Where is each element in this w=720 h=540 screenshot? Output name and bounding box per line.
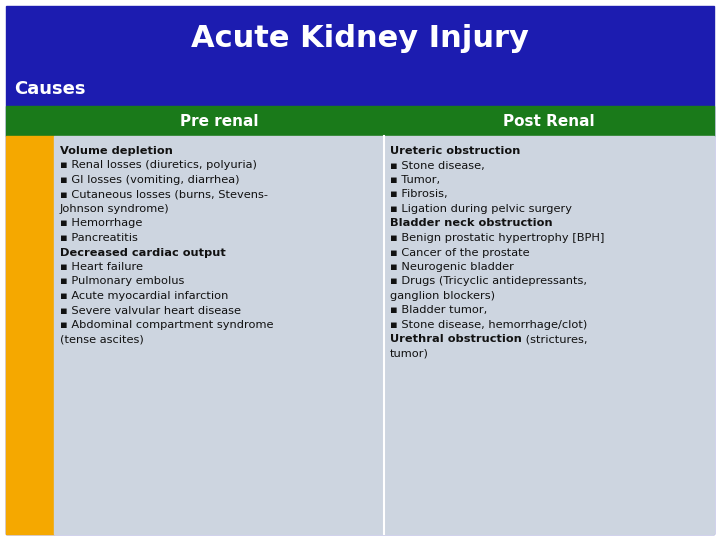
Text: ▪ Pancreatitis: ▪ Pancreatitis (60, 233, 138, 243)
Text: ▪ Abdominal compartment syndrome: ▪ Abdominal compartment syndrome (60, 320, 274, 330)
Bar (54, 106, 384, 136)
Bar (6, 136, 54, 534)
Text: Decreased cardiac output: Decreased cardiac output (60, 247, 226, 258)
Text: Johnson syndrome): Johnson syndrome) (60, 204, 170, 214)
Text: Urethral obstruction: Urethral obstruction (390, 334, 522, 345)
Bar (384, 106, 714, 136)
Text: tumor): tumor) (390, 349, 429, 359)
Text: ▪ Renal losses (diuretics, polyuria): ▪ Renal losses (diuretics, polyuria) (60, 160, 257, 171)
Bar (54, 136, 384, 534)
Text: Volume depletion: Volume depletion (60, 146, 173, 156)
Text: ganglion blockers): ganglion blockers) (390, 291, 495, 301)
Text: ▪ GI losses (vomiting, diarrhea): ▪ GI losses (vomiting, diarrhea) (60, 175, 240, 185)
Text: Ureteric obstruction: Ureteric obstruction (390, 146, 521, 156)
Text: Causes: Causes (14, 79, 86, 98)
Text: ▪ Fibrosis,: ▪ Fibrosis, (390, 190, 448, 199)
Text: Pre renal: Pre renal (180, 113, 258, 129)
Text: ▪ Heart failure: ▪ Heart failure (60, 262, 143, 272)
Text: ▪ Acute myocardial infarction: ▪ Acute myocardial infarction (60, 291, 228, 301)
Text: Bladder neck obstruction: Bladder neck obstruction (390, 219, 553, 228)
Text: ▪ Drugs (Tricyclic antidepressants,: ▪ Drugs (Tricyclic antidepressants, (390, 276, 587, 287)
Text: ▪ Severe valvular heart disease: ▪ Severe valvular heart disease (60, 306, 241, 315)
Text: Acute Kidney Injury: Acute Kidney Injury (191, 24, 529, 53)
Text: (tense ascites): (tense ascites) (60, 334, 144, 345)
Text: ▪ Benign prostatic hypertrophy [BPH]: ▪ Benign prostatic hypertrophy [BPH] (390, 233, 604, 243)
Text: ▪ Cutaneous losses (burns, Stevens-: ▪ Cutaneous losses (burns, Stevens- (60, 190, 268, 199)
Bar (384, 136, 714, 534)
Text: ▪ Stone disease,: ▪ Stone disease, (390, 160, 485, 171)
Text: ▪ Neurogenic bladder: ▪ Neurogenic bladder (390, 262, 514, 272)
Bar (6, 106, 54, 136)
Text: Post Renal: Post Renal (503, 113, 595, 129)
Text: ▪ Cancer of the prostate: ▪ Cancer of the prostate (390, 247, 530, 258)
Text: ▪ Stone disease, hemorrhage/clot): ▪ Stone disease, hemorrhage/clot) (390, 320, 588, 330)
Text: ▪ Ligation during pelvic surgery: ▪ Ligation during pelvic surgery (390, 204, 572, 214)
Text: ▪ Bladder tumor,: ▪ Bladder tumor, (390, 306, 487, 315)
Text: ▪ Pulmonary embolus: ▪ Pulmonary embolus (60, 276, 184, 287)
Text: (strictures,: (strictures, (522, 334, 588, 345)
Text: ▪ Tumor,: ▪ Tumor, (390, 175, 440, 185)
Text: ▪ Hemorrhage: ▪ Hemorrhage (60, 219, 143, 228)
